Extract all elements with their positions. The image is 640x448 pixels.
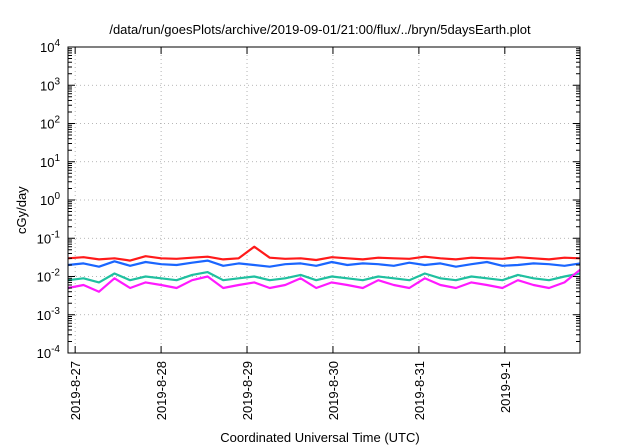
y-tick-label: 102 <box>40 115 60 132</box>
y-tick-label: 101 <box>40 153 60 170</box>
y-tick-label: 10-3 <box>37 306 61 323</box>
x-tick-label: 2019-8-30 <box>326 361 341 420</box>
y-tick-label: 10-4 <box>37 344 61 361</box>
grid-lines <box>68 47 580 353</box>
x-axis-label: Coordinated Universal Time (UTC) <box>220 430 420 445</box>
series-line-1 <box>67 245 581 262</box>
y-tick-label: 103 <box>40 76 60 93</box>
x-tick-label: 2019-9-1 <box>498 361 513 413</box>
y-tick-label: 100 <box>40 191 60 208</box>
axis-ticks: 10-4 10-3 10-2 10-1 100 101 102 103 104 2019-8-27… <box>37 38 580 420</box>
x-tick-label: 2019-8-28 <box>154 361 169 420</box>
y-tick-label: 10-2 <box>37 268 61 285</box>
x-tick-label: 2019-8-29 <box>240 361 255 420</box>
y-tick-label: 10-1 <box>37 229 61 246</box>
series-line-3 <box>67 271 581 284</box>
series-line-4 <box>67 268 581 293</box>
series-line-2 <box>67 259 581 268</box>
x-tick-label: 2019-8-27 <box>68 361 83 420</box>
chart-title: /data/run/goesPlots/archive/2019-09-01/2… <box>109 22 531 37</box>
x-tick-label: 2019-8-31 <box>412 361 427 420</box>
y-tick-label: 104 <box>40 38 60 55</box>
series-group <box>67 245 581 293</box>
